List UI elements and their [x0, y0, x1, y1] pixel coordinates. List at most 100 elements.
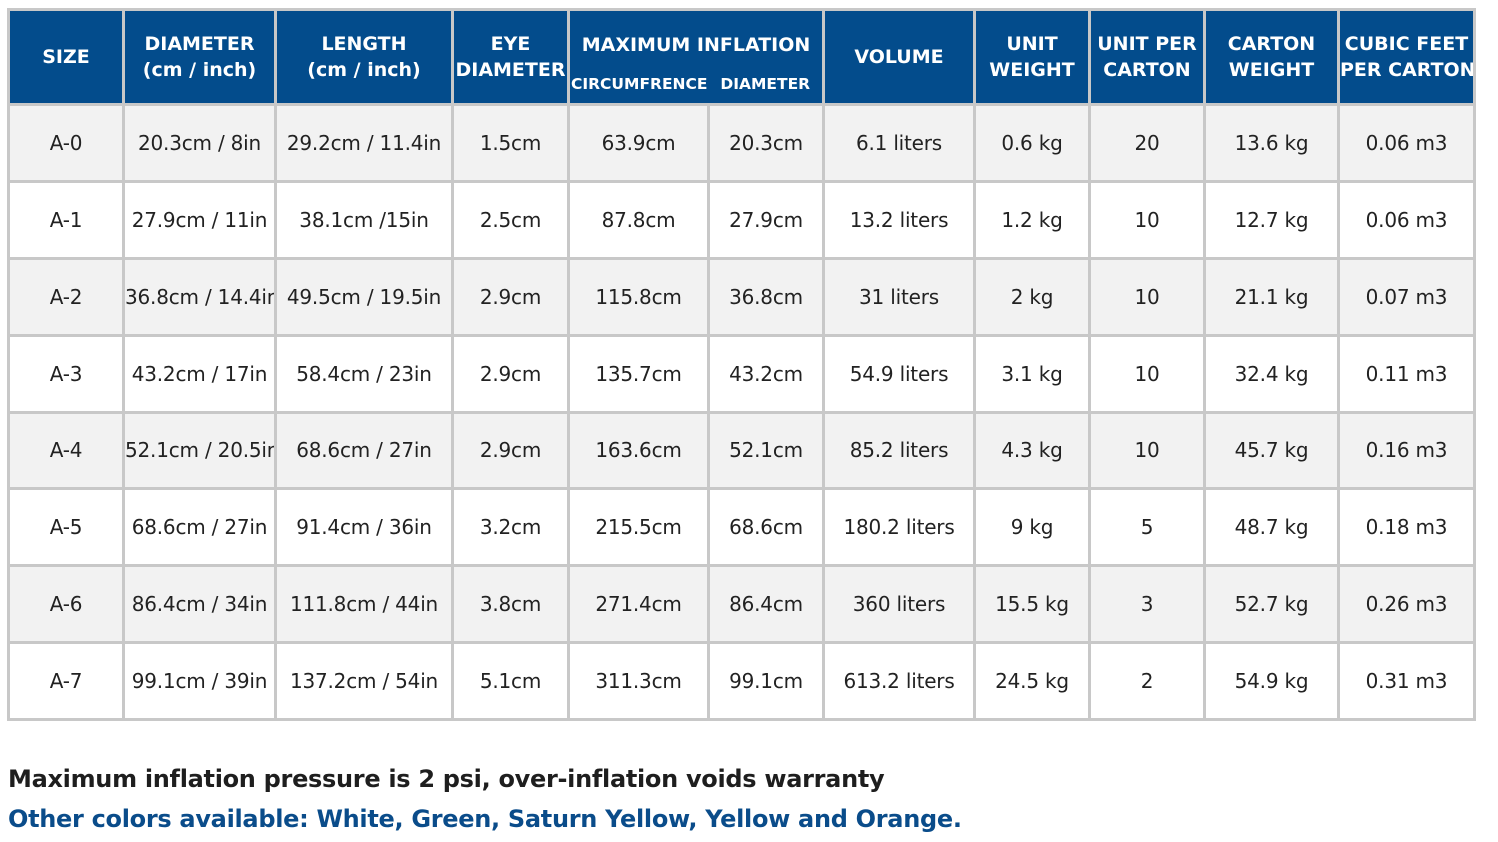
cell-diameter: 86.4cm / 34in [122, 564, 277, 645]
header-length: LENGTH (cm / inch) [274, 8, 454, 106]
cell-eye-diameter: 2.5cm [451, 179, 570, 260]
cell-volume: 54.9 liters [822, 333, 976, 414]
header-diameter: DIAMETER (cm / inch) [122, 8, 277, 106]
header-volume: VOLUME [822, 8, 976, 106]
cell-diameter: 43.2cm / 17in [122, 333, 277, 414]
cell-circumference: 311.3cm [567, 641, 710, 721]
cell-unit-weight: 9 kg [973, 487, 1091, 568]
cell-eye-diameter: 5.1cm [451, 641, 570, 721]
cell-length: 29.2cm / 11.4in [274, 103, 454, 183]
cell-carton-weight: 54.9 kg [1203, 641, 1340, 721]
table-row: A-1 27.9cm / 11in 38.1cm /15in 2.5cm 87.8cm 2… [7, 179, 1476, 260]
cell-unit-per-carton: 20 [1088, 103, 1206, 183]
cell-unit-per-carton: 2 [1088, 641, 1206, 721]
cell-unit-weight: 0.6 kg [973, 103, 1091, 183]
cell-length: 49.5cm / 19.5in [274, 256, 454, 337]
cell-carton-weight: 12.7 kg [1203, 179, 1340, 260]
available-colors-note: Other colors available: White, Green, Sa… [8, 805, 962, 833]
cell-unit-weight: 3.1 kg [973, 333, 1091, 414]
cell-unit-weight: 1.2 kg [973, 179, 1091, 260]
table-row: A-7 99.1cm / 39in 137.2cm / 54in 5.1cm 311.3… [7, 641, 1476, 721]
cell-unit-weight: 4.3 kg [973, 410, 1091, 491]
cell-inflation-diameter: 86.4cm [707, 564, 825, 645]
cell-eye-diameter: 2.9cm [451, 410, 570, 491]
cell-inflation-diameter: 68.6cm [707, 487, 825, 568]
specifications-table: SIZE DIAMETER (cm / inch) LENGTH (cm / i… [7, 8, 1476, 721]
header-circumference: CIRCUMFRENCE [567, 61, 709, 106]
cell-circumference: 87.8cm [567, 179, 710, 260]
cell-size: A-7 [7, 641, 125, 721]
cell-volume: 85.2 liters [822, 410, 976, 491]
cell-length: 58.4cm / 23in [274, 333, 454, 414]
cell-eye-diameter: 3.2cm [451, 487, 570, 568]
cell-carton-weight: 32.4 kg [1203, 333, 1340, 414]
cell-unit-per-carton: 10 [1088, 410, 1206, 491]
cell-length: 68.6cm / 27in [274, 410, 454, 491]
cell-diameter: 52.1cm / 20.5in [122, 410, 277, 491]
cell-unit-weight: 15.5 kg [973, 564, 1091, 645]
cell-inflation-diameter: 27.9cm [707, 179, 825, 260]
header-eye-diameter: EYE DIAMETER [451, 8, 570, 106]
header-size: SIZE [7, 8, 125, 106]
cell-carton-weight: 21.1 kg [1203, 256, 1340, 337]
cell-carton-weight: 45.7 kg [1203, 410, 1340, 491]
cell-size: A-3 [7, 333, 125, 414]
header-inflation-diameter: DIAMETER [708, 61, 825, 106]
cell-length: 91.4cm / 36in [274, 487, 454, 568]
cell-cubic-feet: 0.16 m3 [1337, 410, 1476, 491]
cell-eye-diameter: 2.9cm [451, 256, 570, 337]
cell-diameter: 99.1cm / 39in [122, 641, 277, 721]
cell-unit-per-carton: 10 [1088, 256, 1206, 337]
cell-carton-weight: 52.7 kg [1203, 564, 1340, 645]
cell-circumference: 115.8cm [567, 256, 710, 337]
cell-volume: 31 liters [822, 256, 976, 337]
cell-size: A-2 [7, 256, 125, 337]
cell-unit-weight: 24.5 kg [973, 641, 1091, 721]
cell-diameter: 20.3cm / 8in [122, 103, 277, 183]
cell-inflation-diameter: 99.1cm [707, 641, 825, 721]
cell-volume: 360 liters [822, 564, 976, 645]
cell-length: 137.2cm / 54in [274, 641, 454, 721]
cell-size: A-6 [7, 564, 125, 645]
header-unit-per-carton: UNIT PER CARTON [1088, 8, 1206, 106]
cell-unit-per-carton: 10 [1088, 179, 1206, 260]
cell-volume: 180.2 liters [822, 487, 976, 568]
header-unit-weight: UNIT WEIGHT [973, 8, 1091, 106]
table-body: A-0 20.3cm / 8in 29.2cm / 11.4in 1.5cm 63.9c… [7, 103, 1476, 721]
cell-cubic-feet: 0.06 m3 [1337, 103, 1476, 183]
cell-cubic-feet: 0.26 m3 [1337, 564, 1476, 645]
cell-unit-weight: 2 kg [973, 256, 1091, 337]
cell-cubic-feet: 0.06 m3 [1337, 179, 1476, 260]
table-row: A-5 68.6cm / 27in 91.4cm / 36in 3.2cm 215.5c… [7, 487, 1476, 568]
cell-diameter: 36.8cm / 14.4in [122, 256, 277, 337]
cell-size: A-0 [7, 103, 125, 183]
table-row: A-0 20.3cm / 8in 29.2cm / 11.4in 1.5cm 63.9c… [7, 103, 1476, 183]
cell-cubic-feet: 0.07 m3 [1337, 256, 1476, 337]
cell-inflation-diameter: 52.1cm [707, 410, 825, 491]
header-maximum-inflation: MAXIMUM INFLATION [567, 8, 825, 62]
cell-unit-per-carton: 3 [1088, 564, 1206, 645]
cell-length: 38.1cm /15in [274, 179, 454, 260]
cell-inflation-diameter: 43.2cm [707, 333, 825, 414]
cell-eye-diameter: 1.5cm [451, 103, 570, 183]
cell-volume: 6.1 liters [822, 103, 976, 183]
cell-inflation-diameter: 36.8cm [707, 256, 825, 337]
inflation-pressure-note: Maximum inflation pressure is 2 psi, ove… [8, 765, 885, 793]
cell-eye-diameter: 3.8cm [451, 564, 570, 645]
cell-volume: 13.2 liters [822, 179, 976, 260]
cell-carton-weight: 48.7 kg [1203, 487, 1340, 568]
table-row: A-4 52.1cm / 20.5in 68.6cm / 27in 2.9cm 163.… [7, 410, 1476, 491]
cell-volume: 613.2 liters [822, 641, 976, 721]
cell-size: A-4 [7, 410, 125, 491]
table-row: A-3 43.2cm / 17in 58.4cm / 23in 2.9cm 135.7c… [7, 333, 1476, 414]
cell-inflation-diameter: 20.3cm [707, 103, 825, 183]
cell-carton-weight: 13.6 kg [1203, 103, 1340, 183]
cell-circumference: 271.4cm [567, 564, 710, 645]
cell-circumference: 135.7cm [567, 333, 710, 414]
cell-cubic-feet: 0.31 m3 [1337, 641, 1476, 721]
table-row: A-2 36.8cm / 14.4in 49.5cm / 19.5in 2.9cm 11… [7, 256, 1476, 337]
cell-circumference: 63.9cm [567, 103, 710, 183]
cell-circumference: 163.6cm [567, 410, 710, 491]
cell-unit-per-carton: 5 [1088, 487, 1206, 568]
cell-diameter: 68.6cm / 27in [122, 487, 277, 568]
